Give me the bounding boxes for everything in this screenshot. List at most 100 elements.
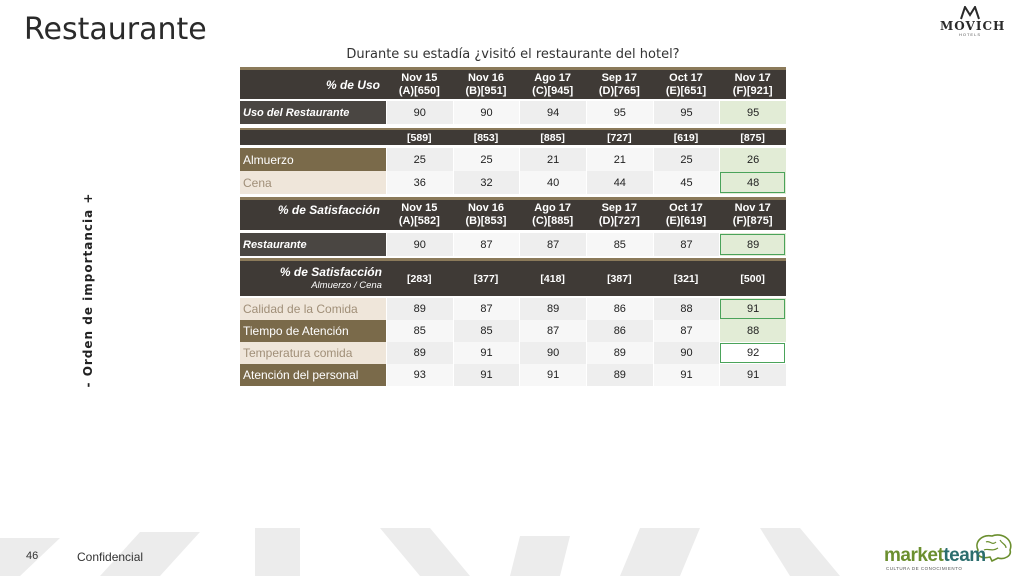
table-cell: 90: [385, 233, 453, 256]
table-cell: 89: [585, 364, 653, 386]
row-label: Almuerzo: [240, 148, 386, 171]
table-cell: 95: [719, 101, 786, 124]
satisfaction-col-c: Ago 17 (C)[885]: [532, 202, 574, 227]
base-cell: [875]: [740, 131, 765, 144]
usage-col-d: Sep 17 (D)[765]: [598, 71, 640, 97]
usage-base-row: [589] [853] [885] [727] [619] [875]: [240, 128, 786, 145]
footer-watermark: [0, 528, 1024, 576]
usage-col-b: Nov 16 (B)[951]: [465, 71, 507, 97]
table-cell: 85: [385, 320, 453, 342]
table-cell: 90: [452, 101, 520, 124]
table-row: Almuerzo 25 25 21 21 25 26: [240, 148, 786, 171]
table-cell: 89: [719, 233, 786, 256]
movich-emblem-icon: [960, 6, 980, 20]
table-row: Restaurante 90 87 87 85 87 89: [240, 233, 786, 256]
satisfaction-table: % de Satisfacción Nov 15 (A)[582] Nov 16(…: [240, 197, 786, 256]
table-cell: 87: [452, 233, 520, 256]
row-label: Temperatura comida: [240, 342, 386, 364]
logo-sub: HOTELS: [958, 32, 981, 37]
table-cell: 95: [652, 101, 720, 124]
attributes-header-title: % de Satisfacción: [279, 264, 382, 279]
table-cell: 95: [585, 101, 653, 124]
marketteam-wordmark: marketteam: [884, 545, 986, 566]
base-cell: [853]: [473, 131, 499, 144]
attributes-header-row: % de Satisfacción Almuerzo / Cena [283] …: [240, 258, 786, 296]
movich-logo: MOVICH HOTELS: [940, 6, 1004, 42]
table-cell: 85: [452, 320, 520, 342]
page-title: Restaurante: [24, 12, 207, 47]
confidential-label: Confidencial: [77, 550, 144, 564]
base-cell: [619]: [673, 131, 699, 144]
table-cell: 87: [452, 298, 520, 320]
table-cell: 88: [652, 298, 720, 320]
satisfaction-col-d: Sep 17 (D)[727]: [598, 202, 640, 227]
satisfaction-col-a: Nov 15 (A)[582]: [398, 202, 440, 227]
satisfaction-col-b: Nov 16 (B)[853]: [465, 202, 507, 227]
table-cell: 40: [519, 171, 586, 194]
table-cell: 32: [452, 171, 520, 194]
marketteam-logo: marketteam CULTURA DE CONOCIMIENTO: [884, 532, 1018, 576]
base-cell: [283]: [407, 272, 432, 285]
table-cell: 88: [719, 320, 786, 342]
base-cell: [377]: [473, 272, 499, 285]
watermark-stripes-icon: [0, 528, 840, 576]
table-cell: 91: [652, 364, 720, 386]
row-label: Atención del personal: [240, 364, 386, 386]
usage-col-a: Nov 15 (A)[650]: [398, 71, 440, 97]
table-cell: 25: [452, 148, 520, 171]
importance-axis-text: - Orden de importancia +: [81, 192, 95, 388]
table-row: Tiempo de Atención 85 85 87 86 87 88: [240, 320, 786, 342]
usage-header-row: % de Uso Nov 15 (A)[650] Nov 16 (B)[951] A…: [240, 67, 786, 99]
usage-col-c: Ago 17 (C)[945]: [532, 71, 574, 97]
page-number: 46: [26, 550, 39, 562]
table-cell: 87: [519, 233, 586, 256]
table-cell: 91: [719, 298, 786, 320]
table-cell: 91: [452, 364, 520, 386]
satisfaction-col-e: Oct 17 (E)[619]: [665, 202, 707, 227]
satisfaction-header-label: % de Satisfacción: [277, 203, 380, 217]
table-cell: 87: [519, 320, 586, 342]
table-cell: 91: [719, 364, 786, 386]
base-cell: [321]: [673, 272, 699, 285]
brain-icon: [976, 534, 1012, 562]
base-cell: [589]: [407, 131, 432, 144]
table-cell: 90: [652, 342, 720, 364]
table-cell: 86: [585, 298, 653, 320]
table-row: Atención del personal 93 91 91 89 91 91: [240, 364, 786, 386]
table-cell: 86: [585, 320, 653, 342]
table-cell: 90: [385, 101, 453, 124]
row-label: Calidad de la Comida: [240, 298, 386, 320]
row-label: Tiempo de Atención: [240, 320, 386, 342]
table-cell: 21: [519, 148, 586, 171]
usage-col-f: Nov 17 (F)[921]: [732, 71, 773, 97]
table-cell: 87: [652, 233, 720, 256]
table-cell: 89: [585, 342, 653, 364]
row-label: Cena: [240, 171, 386, 194]
table-cell: 91: [452, 342, 520, 364]
base-cell: [727]: [607, 131, 632, 144]
attributes-table: % de Satisfacción Almuerzo / Cena [283] …: [240, 258, 786, 386]
table-cell: 21: [585, 148, 653, 171]
table-cell: 25: [652, 148, 720, 171]
base-cell: [885]: [540, 131, 565, 144]
table-cell: 89: [385, 342, 453, 364]
base-cell: [387]: [607, 272, 632, 285]
marketteam-tagline: CULTURA DE CONOCIMIENTO: [886, 566, 963, 571]
table-cell: 94: [519, 101, 586, 124]
table-cell: 48: [719, 171, 786, 194]
base-label: [240, 130, 386, 145]
table-cell: 93: [385, 364, 453, 386]
row-label: Restaurante: [240, 233, 386, 256]
usage-col-e: Oct 17 (E)[651]: [665, 71, 707, 97]
base-cell: [500]: [740, 272, 765, 285]
importance-axis-label: - Orden de importancia +: [78, 190, 98, 390]
table-cell: 87: [652, 320, 720, 342]
satisfaction-header-row: % de Satisfacción Nov 15 (A)[582] Nov 16(…: [240, 197, 786, 230]
table-cell: 25: [385, 148, 453, 171]
table-row: Calidad de la Comida 89 87 89 86 88 91: [240, 298, 786, 320]
row-label: Uso del Restaurante: [240, 101, 386, 124]
table-cell: 85: [585, 233, 653, 256]
attributes-header-label: % de Satisfacción Almuerzo / Cena: [240, 261, 386, 296]
table-cell: 26: [719, 148, 786, 171]
table-cell: 91: [519, 364, 586, 386]
